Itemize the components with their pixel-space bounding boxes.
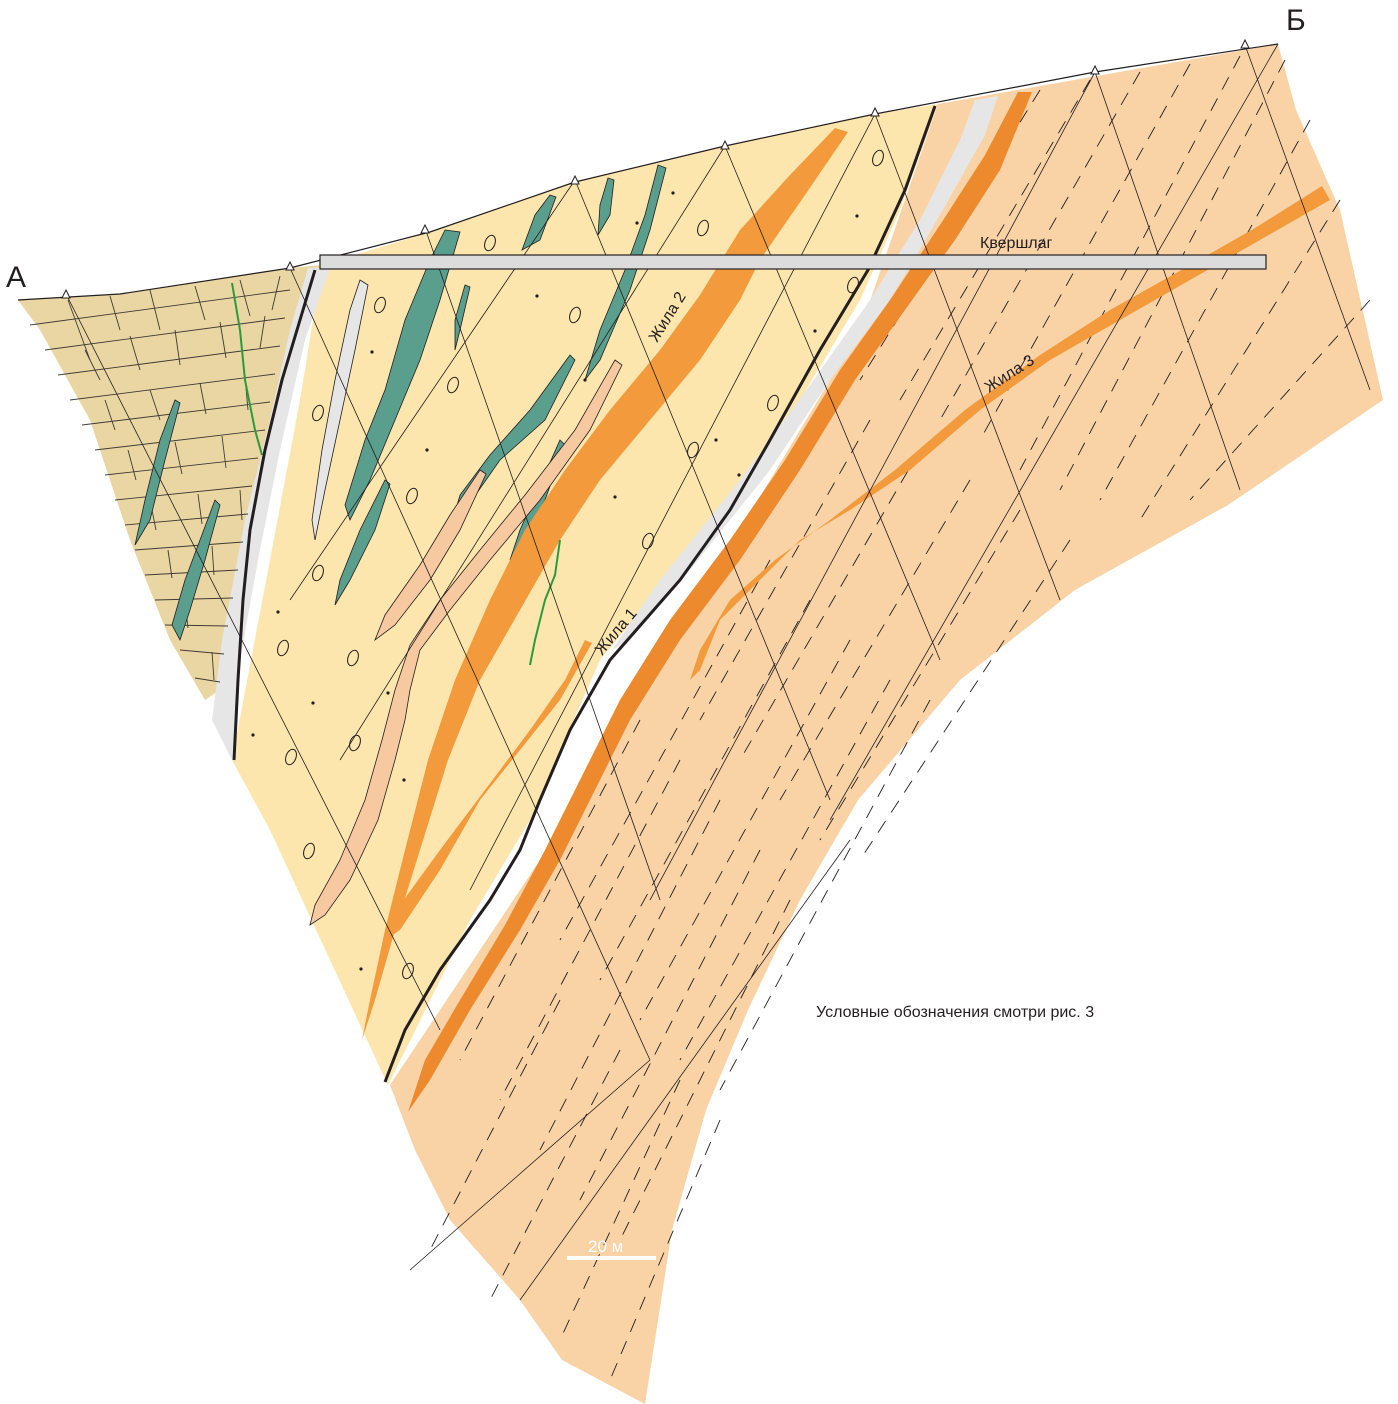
- veins: [362, 92, 1330, 1112]
- grid-lines: [64, 43, 1371, 1301]
- survey-markers: [61, 38, 1250, 299]
- vein-1-branch: [385, 640, 592, 940]
- adit: [319, 254, 1267, 270]
- scale-bar-label: 20 м: [588, 1237, 623, 1256]
- faults: [232, 105, 937, 1083]
- vein-3: [690, 186, 1330, 680]
- rock-units: [18, 44, 1383, 1404]
- legend-note: Условные обозначения смотри рис. 3: [816, 1004, 1094, 1021]
- vein-1: [408, 92, 1032, 1112]
- adit-label: Квершлаг: [980, 235, 1053, 252]
- quartzite-band-fault: [612, 96, 998, 650]
- limestone-unit: [18, 265, 322, 700]
- greenstone-lenses: [134, 164, 667, 642]
- section-end-right: Б: [1286, 4, 1306, 37]
- section-end-left: А: [6, 261, 26, 294]
- green-traces: [231, 282, 561, 666]
- schist-unit: [390, 44, 1383, 1404]
